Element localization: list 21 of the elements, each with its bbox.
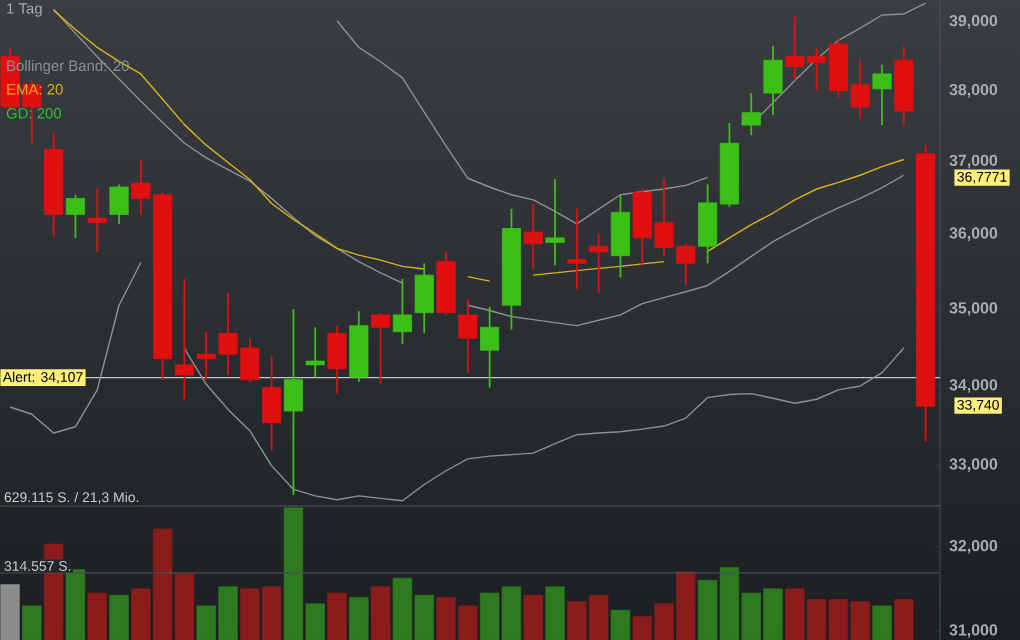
- candlestick: [872, 63, 892, 127]
- candlestick: [327, 324, 347, 395]
- candlestick: [109, 183, 129, 225]
- candlestick: [174, 278, 194, 401]
- candlestick: [87, 188, 107, 253]
- candlestick: [545, 177, 565, 267]
- candlestick: [283, 308, 303, 496]
- candlestick: [763, 45, 783, 116]
- candlestick: [589, 233, 609, 294]
- candlestick: [523, 203, 543, 270]
- candlestick: [414, 262, 434, 335]
- candlestick: [567, 207, 587, 291]
- candlestick: [65, 193, 85, 239]
- candlestick: [480, 305, 500, 389]
- candlestick: [371, 311, 391, 385]
- candlestick: [610, 193, 630, 279]
- candlestick: [262, 355, 282, 452]
- candlestick: [305, 326, 325, 379]
- candlestick: [741, 92, 761, 137]
- candlestick: [392, 278, 412, 346]
- candlestick: [458, 298, 478, 375]
